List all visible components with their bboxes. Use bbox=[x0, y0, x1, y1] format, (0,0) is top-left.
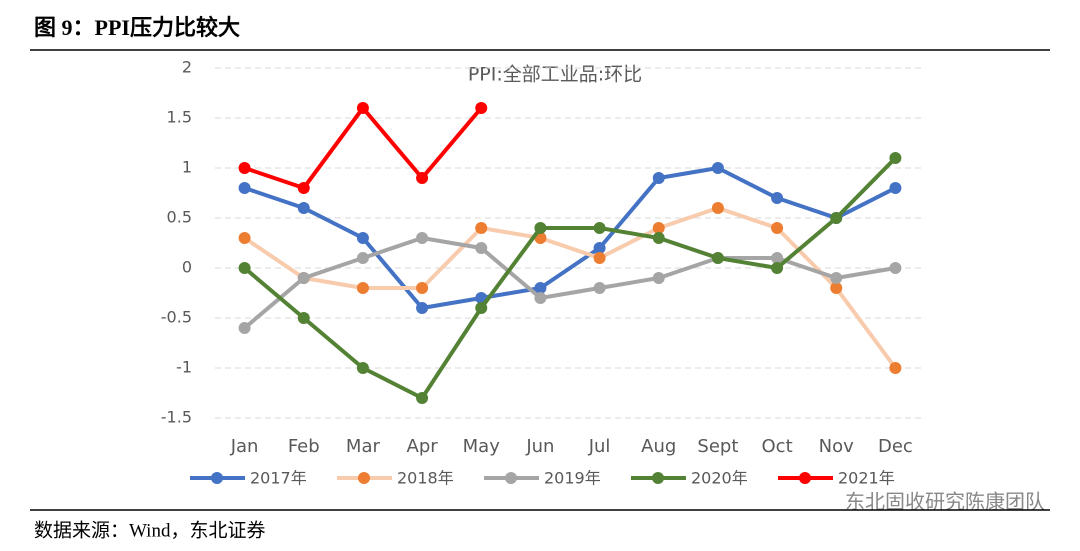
marker bbox=[652, 222, 665, 234]
y-tick-label: 0.5 bbox=[167, 208, 192, 227]
marker bbox=[830, 282, 843, 294]
marker bbox=[889, 152, 902, 164]
plot bbox=[238, 102, 902, 404]
legend-marker bbox=[799, 472, 811, 484]
marker bbox=[830, 272, 843, 284]
y-tick-label: -0.5 bbox=[161, 308, 192, 327]
legend-label: 2018年 bbox=[397, 469, 454, 488]
marker bbox=[297, 202, 310, 214]
marker bbox=[593, 252, 606, 264]
marker bbox=[593, 222, 606, 234]
marker bbox=[356, 362, 369, 374]
marker bbox=[475, 302, 488, 314]
marker bbox=[356, 282, 369, 294]
series-line bbox=[243, 206, 898, 370]
marker bbox=[475, 222, 488, 234]
legend-label: 2021年 bbox=[838, 469, 895, 488]
marker bbox=[238, 162, 251, 174]
marker bbox=[652, 272, 665, 284]
series-line bbox=[243, 156, 897, 400]
marker bbox=[475, 242, 488, 254]
x-tick-label: Dec bbox=[878, 436, 913, 457]
chart-title: PPI:全部工业品:环比 bbox=[468, 64, 642, 86]
marker bbox=[711, 252, 724, 264]
legend-label: 2017年 bbox=[250, 469, 307, 488]
marker bbox=[771, 192, 784, 204]
marker bbox=[534, 222, 547, 234]
marker bbox=[475, 102, 488, 114]
marker bbox=[771, 222, 784, 234]
y-tick-label: -1 bbox=[176, 358, 192, 377]
x-tick-label: Mar bbox=[346, 436, 381, 457]
marker bbox=[297, 312, 310, 324]
legend-marker bbox=[652, 472, 664, 484]
y-tick-label: 1 bbox=[182, 158, 192, 177]
figure-title: 图 9：PPI压力比较大 bbox=[34, 15, 240, 40]
x-tick-label: Nov bbox=[819, 436, 854, 457]
marker bbox=[534, 282, 547, 294]
series-line bbox=[243, 166, 897, 310]
x-tick-label: Sept bbox=[697, 436, 738, 457]
marker bbox=[238, 182, 251, 194]
marker bbox=[889, 182, 902, 194]
marker bbox=[238, 232, 251, 244]
marker bbox=[297, 182, 310, 194]
marker bbox=[534, 292, 547, 304]
source: 数据来源：Wind，东北证券 bbox=[34, 519, 265, 541]
marker bbox=[356, 252, 369, 264]
marker bbox=[889, 262, 902, 274]
marker bbox=[711, 162, 724, 174]
legend: 2017年 2018年 2019年 2020年 2021年 bbox=[190, 469, 895, 488]
x-tick-label: Aug bbox=[641, 436, 676, 457]
marker bbox=[416, 172, 429, 184]
x-tick-label: Jan bbox=[230, 436, 259, 457]
marker bbox=[652, 172, 665, 184]
legend-label: 2020年 bbox=[691, 469, 748, 488]
x-tick-label: Jul bbox=[588, 436, 611, 457]
marker bbox=[771, 262, 784, 274]
legend-label: 2019年 bbox=[544, 469, 601, 488]
marker bbox=[238, 322, 251, 334]
x-tick-label: Oct bbox=[762, 436, 793, 457]
x-tick-label: Apr bbox=[407, 436, 439, 457]
marker bbox=[771, 252, 784, 264]
y-tick-label: 1.5 bbox=[167, 108, 192, 127]
marker bbox=[711, 202, 724, 214]
marker bbox=[297, 272, 310, 284]
x-tick-label: Jun bbox=[525, 436, 554, 457]
y-tick-label: -1.5 bbox=[161, 408, 192, 427]
legend-marker bbox=[505, 472, 517, 484]
y-tick-label: 2 bbox=[182, 58, 192, 77]
marker bbox=[593, 242, 606, 254]
marker bbox=[356, 232, 369, 244]
series-line bbox=[243, 106, 483, 190]
marker bbox=[593, 282, 606, 294]
marker bbox=[416, 232, 429, 244]
marker bbox=[238, 262, 251, 274]
marker bbox=[830, 212, 843, 224]
marker bbox=[416, 282, 429, 294]
marker bbox=[416, 302, 429, 314]
marker bbox=[416, 392, 429, 404]
y-tick-label: 0 bbox=[182, 258, 192, 277]
legend-marker bbox=[358, 472, 370, 484]
grid: -1.5 -1 -0.5 0 0.5 1 1.5 2 Jan Feb Mar Apr May Jun Jul… bbox=[161, 58, 925, 457]
marker bbox=[356, 102, 369, 114]
legend-marker bbox=[211, 472, 223, 484]
x-tick-label: May bbox=[463, 436, 501, 457]
marker bbox=[889, 362, 902, 374]
marker bbox=[652, 232, 665, 244]
x-tick-label: Feb bbox=[288, 436, 320, 457]
